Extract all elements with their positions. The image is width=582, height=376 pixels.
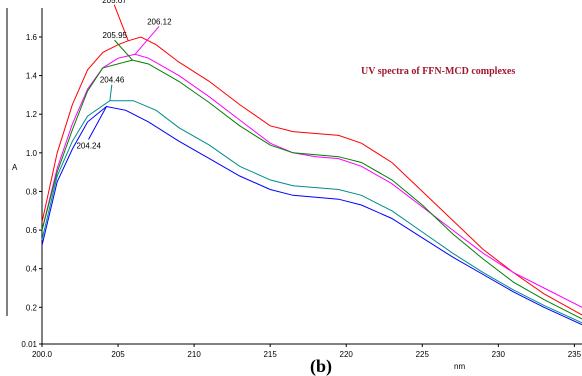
- peak-annotation-leader: [88, 106, 107, 140]
- peak-annotation-label: 205.67: [102, 0, 127, 5]
- peak-annotation-leader: [113, 4, 129, 42]
- x-tick-label: 225: [416, 350, 430, 359]
- series-line-4: [41, 100, 582, 324]
- x-tick-label: 230: [492, 350, 506, 359]
- y-tick-label: 1.0: [26, 149, 38, 158]
- y-ticks: 0.01 0.2 0.4 0.6 0.8 1.0 1.2 1.4 1.6: [21, 33, 42, 349]
- annotation-group: 205.67 206.12 205.95 204.46 204.24: [76, 0, 172, 150]
- series-group: [41, 36, 582, 326]
- y-tick-label: 0.6: [26, 226, 38, 235]
- peak-annotation-leader: [134, 26, 160, 55]
- y-tick-label: 1.2: [26, 110, 38, 119]
- y-tick-label: 1.4: [26, 72, 38, 81]
- panel-label: (b): [310, 356, 332, 376]
- y-tick-label: 0.8: [26, 187, 38, 196]
- peak-annotation-label: 204.46: [100, 76, 125, 85]
- peak-annotation-leader: [114, 39, 133, 61]
- x-axis-label: nm: [454, 362, 465, 371]
- series-line-3: [41, 59, 582, 320]
- x-tick-label: 205: [111, 350, 125, 359]
- y-tick-label: 0.2: [26, 303, 38, 312]
- y-tick-label: 0.4: [26, 265, 38, 274]
- y-tick-label: 1.6: [26, 33, 38, 42]
- peak-annotation-label: 205.95: [103, 31, 128, 40]
- y-tick-label: 0.01: [21, 340, 37, 349]
- peak-annotation-leader: [109, 84, 113, 101]
- peak-annotation-label: 204.24: [76, 141, 101, 150]
- x-tick-label: 235: [568, 350, 582, 359]
- peak-annotation-label: 206.12: [147, 17, 172, 26]
- x-tick-label: 200.0: [32, 350, 53, 359]
- series-line-2: [41, 53, 582, 308]
- x-ticks: 200.0 205 210 215 220 225 230 235: [32, 344, 582, 359]
- x-tick-label: 220: [340, 350, 354, 359]
- series-line-1: [41, 36, 582, 316]
- y-axis-label: A: [12, 163, 18, 172]
- chart-title: UV spectra of FFN-MCD complexes: [361, 66, 515, 77]
- x-tick-label: 210: [187, 350, 201, 359]
- series-line-5: [41, 105, 582, 326]
- x-tick-label: 215: [263, 350, 277, 359]
